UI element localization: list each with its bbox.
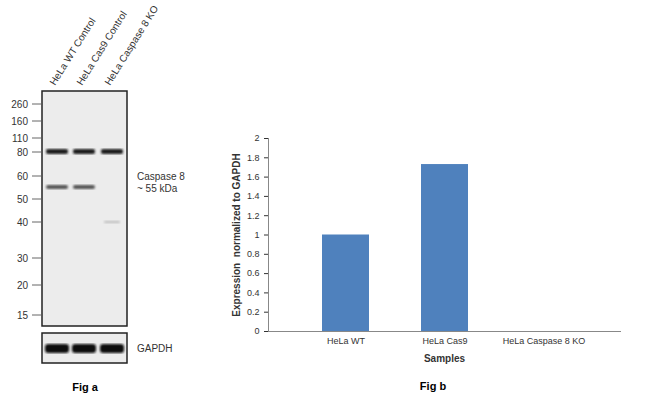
svg-text:80: 80 <box>17 147 29 158</box>
svg-text:HeLa Caspase 8 KO: HeLa Caspase 8 KO <box>503 336 586 346</box>
svg-text:Caspase 8: Caspase 8 <box>137 171 185 182</box>
svg-text:40: 40 <box>17 217 29 228</box>
svg-text:0.2: 0.2 <box>247 307 260 317</box>
svg-text:50: 50 <box>17 194 29 205</box>
svg-text:1.4: 1.4 <box>247 191 260 201</box>
svg-text:Fig a: Fig a <box>72 381 99 393</box>
svg-text:HeLa WT Control: HeLa WT Control <box>47 15 98 88</box>
svg-text:1.6: 1.6 <box>247 172 260 182</box>
svg-text:0.8: 0.8 <box>247 249 260 259</box>
html-text:Fig b: Fig b <box>419 380 447 392</box>
svg-text:HeLa Cas9: HeLa Cas9 <box>422 336 467 346</box>
svg-text:110: 110 <box>12 133 28 144</box>
svg-text:0.4: 0.4 <box>247 288 260 298</box>
svg-text:20: 20 <box>17 280 29 291</box>
svg-text:1.2: 1.2 <box>247 211 260 221</box>
svg-text:Expression normalized to GAPD: Expression normalized to GAPDH <box>231 153 242 316</box>
svg-text:260: 260 <box>11 99 28 110</box>
svg-text:GAPDH: GAPDH <box>137 343 173 354</box>
svg-text:160: 160 <box>11 116 28 127</box>
svg-text:Samples: Samples <box>424 353 466 364</box>
svg-text:30: 30 <box>17 253 29 264</box>
svg-text:HeLa Caspase 8 KO: HeLa Caspase 8 KO <box>102 3 160 87</box>
svg-text:2: 2 <box>254 133 259 143</box>
svg-text:HeLa Cas9 Control: HeLa Cas9 Control <box>74 9 128 87</box>
svg-text:0.6: 0.6 <box>247 268 260 278</box>
svg-text:1: 1 <box>254 230 259 240</box>
svg-text:15: 15 <box>17 310 29 321</box>
svg-text:1.8: 1.8 <box>247 153 260 163</box>
svg-text:HeLa WT: HeLa WT <box>327 336 366 346</box>
svg-text:60: 60 <box>17 171 29 182</box>
svg-text:0: 0 <box>254 326 259 336</box>
svg-text:~ 55 kDa: ~ 55 kDa <box>137 183 178 194</box>
